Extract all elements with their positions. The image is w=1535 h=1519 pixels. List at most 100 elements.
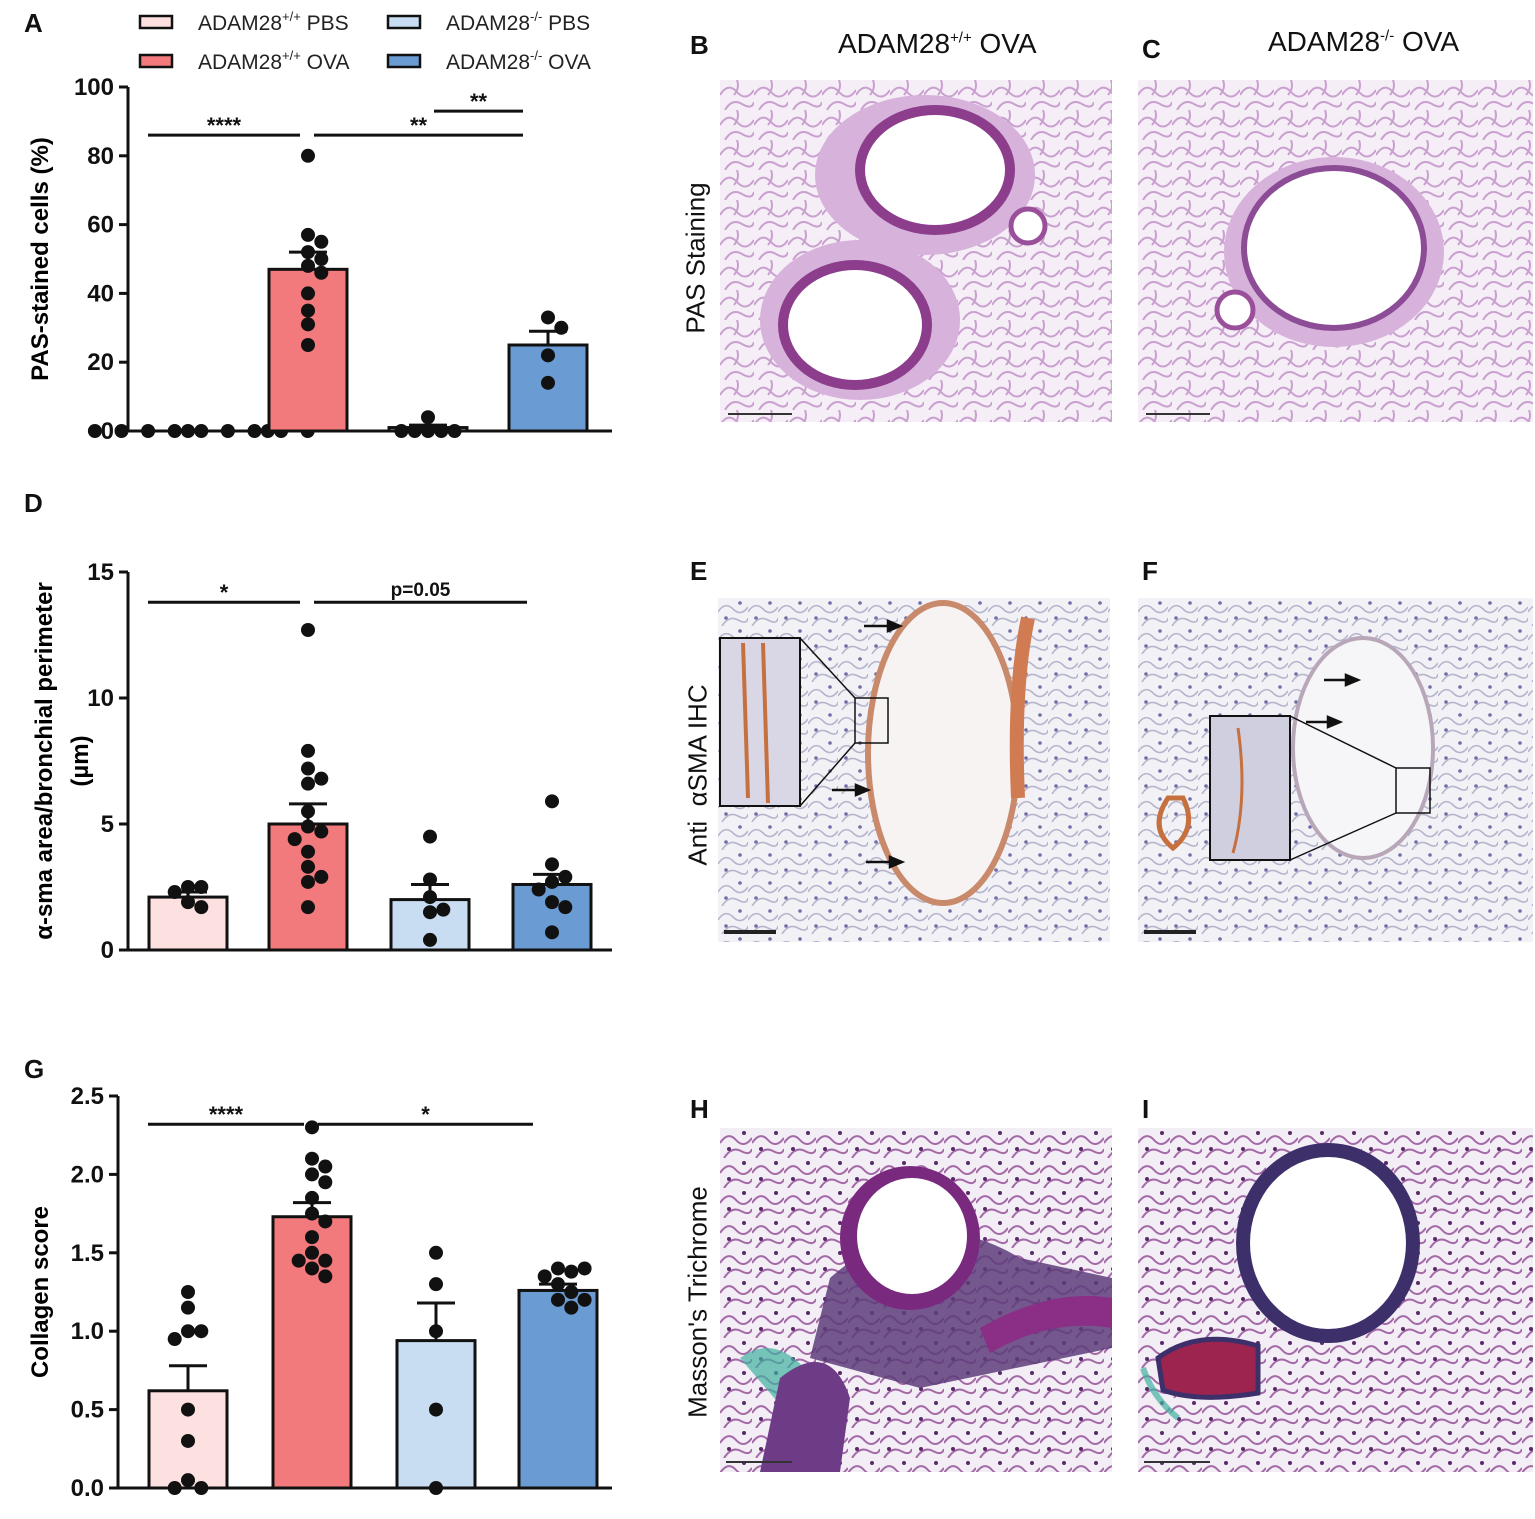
data-point: [577, 1292, 592, 1307]
data-point: [181, 880, 195, 894]
data-point: [194, 900, 209, 915]
data-point: [551, 1277, 565, 1292]
panel-letter-d: D: [24, 488, 43, 518]
panel-letter-c: C: [1142, 34, 1161, 64]
data-point: [429, 1324, 443, 1339]
panel-letter-h: H: [690, 1094, 709, 1124]
data-point: [181, 1285, 195, 1299]
data-point: [181, 1300, 195, 1315]
data-point: [181, 1433, 195, 1448]
legend-label: ADAM28-/- OVA: [446, 48, 591, 74]
y-tick-label: 80: [87, 143, 114, 170]
histology-sma-wt-image: [718, 598, 1110, 942]
data-point: [194, 424, 209, 438]
data-point: [545, 857, 559, 872]
data-point: [305, 1190, 319, 1205]
panel-letter-g: G: [24, 1054, 45, 1084]
y-tick-label: 0: [101, 937, 114, 964]
data-point: [194, 880, 209, 894]
data-point: [531, 882, 546, 897]
data-point: [301, 776, 315, 791]
data-point: [301, 859, 315, 874]
significance-label: *: [421, 1102, 430, 1127]
data-point: [577, 1261, 592, 1276]
y-axis-label: Collagen score: [27, 1206, 54, 1378]
data-point: [305, 1230, 319, 1245]
bar: [517, 1288, 599, 1490]
data-point: [181, 895, 195, 910]
data-point: [318, 1159, 333, 1174]
data-point: [545, 794, 559, 809]
data-point: [318, 1253, 333, 1268]
data-point: [429, 1277, 443, 1292]
data-point: [314, 265, 329, 280]
data-point: [167, 424, 182, 438]
data-point: [301, 743, 315, 758]
data-point: [301, 622, 315, 637]
histology-masson-wt-image: [720, 1128, 1112, 1472]
data-point: [301, 227, 315, 242]
data-point: [301, 819, 315, 834]
data-point: [394, 424, 409, 438]
data-point: [247, 424, 262, 438]
data-point: [318, 1175, 333, 1190]
y-tick-label: 0.5: [71, 1397, 104, 1424]
histology-pas-wt-image: [720, 80, 1112, 422]
legend-label: ADAM28+/+ PBS: [198, 9, 349, 35]
data-point: [537, 1269, 552, 1284]
data-point: [434, 424, 449, 438]
y-tick-label: 5: [101, 811, 114, 838]
data-point: [541, 348, 555, 363]
data-point: [194, 1481, 209, 1495]
data-point: [314, 234, 329, 249]
data-point: [87, 424, 102, 438]
data-point: [421, 424, 435, 438]
y-tick-label: 0.0: [71, 1475, 104, 1502]
data-point: [181, 424, 195, 438]
panel-letter-a: A: [24, 8, 43, 38]
significance-label: ****: [209, 1102, 244, 1127]
data-point: [551, 1261, 565, 1276]
y-tick-label: 2.5: [71, 1083, 104, 1110]
data-point: [301, 245, 315, 260]
bar: [511, 882, 593, 952]
data-point: [301, 148, 315, 163]
data-point: [564, 1264, 579, 1279]
row-label-sma: Anti αSMA IHC: [682, 684, 713, 866]
significance-label: *: [220, 580, 229, 605]
data-point: [554, 320, 569, 335]
data-point: [407, 424, 422, 438]
y-tick-label: 40: [87, 280, 114, 307]
data-point: [545, 895, 559, 910]
histology-pas-ko-image: [1138, 80, 1533, 422]
data-point: [314, 771, 329, 786]
data-point: [564, 1300, 579, 1315]
y-tick-label: 60: [87, 212, 114, 239]
legend-swatch: [138, 14, 174, 30]
y-tick-label: 0: [101, 418, 114, 445]
data-point: [314, 869, 329, 884]
data-point: [423, 872, 437, 887]
data-point: [181, 1402, 195, 1417]
data-point: [318, 1214, 333, 1229]
y-tick-label: 1.5: [71, 1240, 104, 1267]
data-point: [181, 1324, 195, 1339]
data-point: [141, 424, 156, 438]
column-header-left: ADAM28+/+ OVA: [838, 28, 1037, 59]
data-point: [301, 338, 315, 352]
data-point: [423, 829, 437, 844]
data-point: [181, 1473, 195, 1488]
data-point: [545, 874, 559, 889]
data-point: [301, 303, 315, 318]
data-point: [541, 375, 555, 390]
data-point: [314, 824, 329, 839]
panel-letter-b: B: [690, 30, 709, 60]
y-axis-label: PAS-stained cells (%): [27, 137, 54, 381]
data-point: [220, 424, 235, 438]
data-point: [318, 1269, 333, 1284]
data-point: [314, 252, 329, 266]
y-tick-label: 10: [87, 685, 114, 712]
legend-label: ADAM28-/- PBS: [446, 9, 590, 35]
data-point: [301, 804, 315, 819]
